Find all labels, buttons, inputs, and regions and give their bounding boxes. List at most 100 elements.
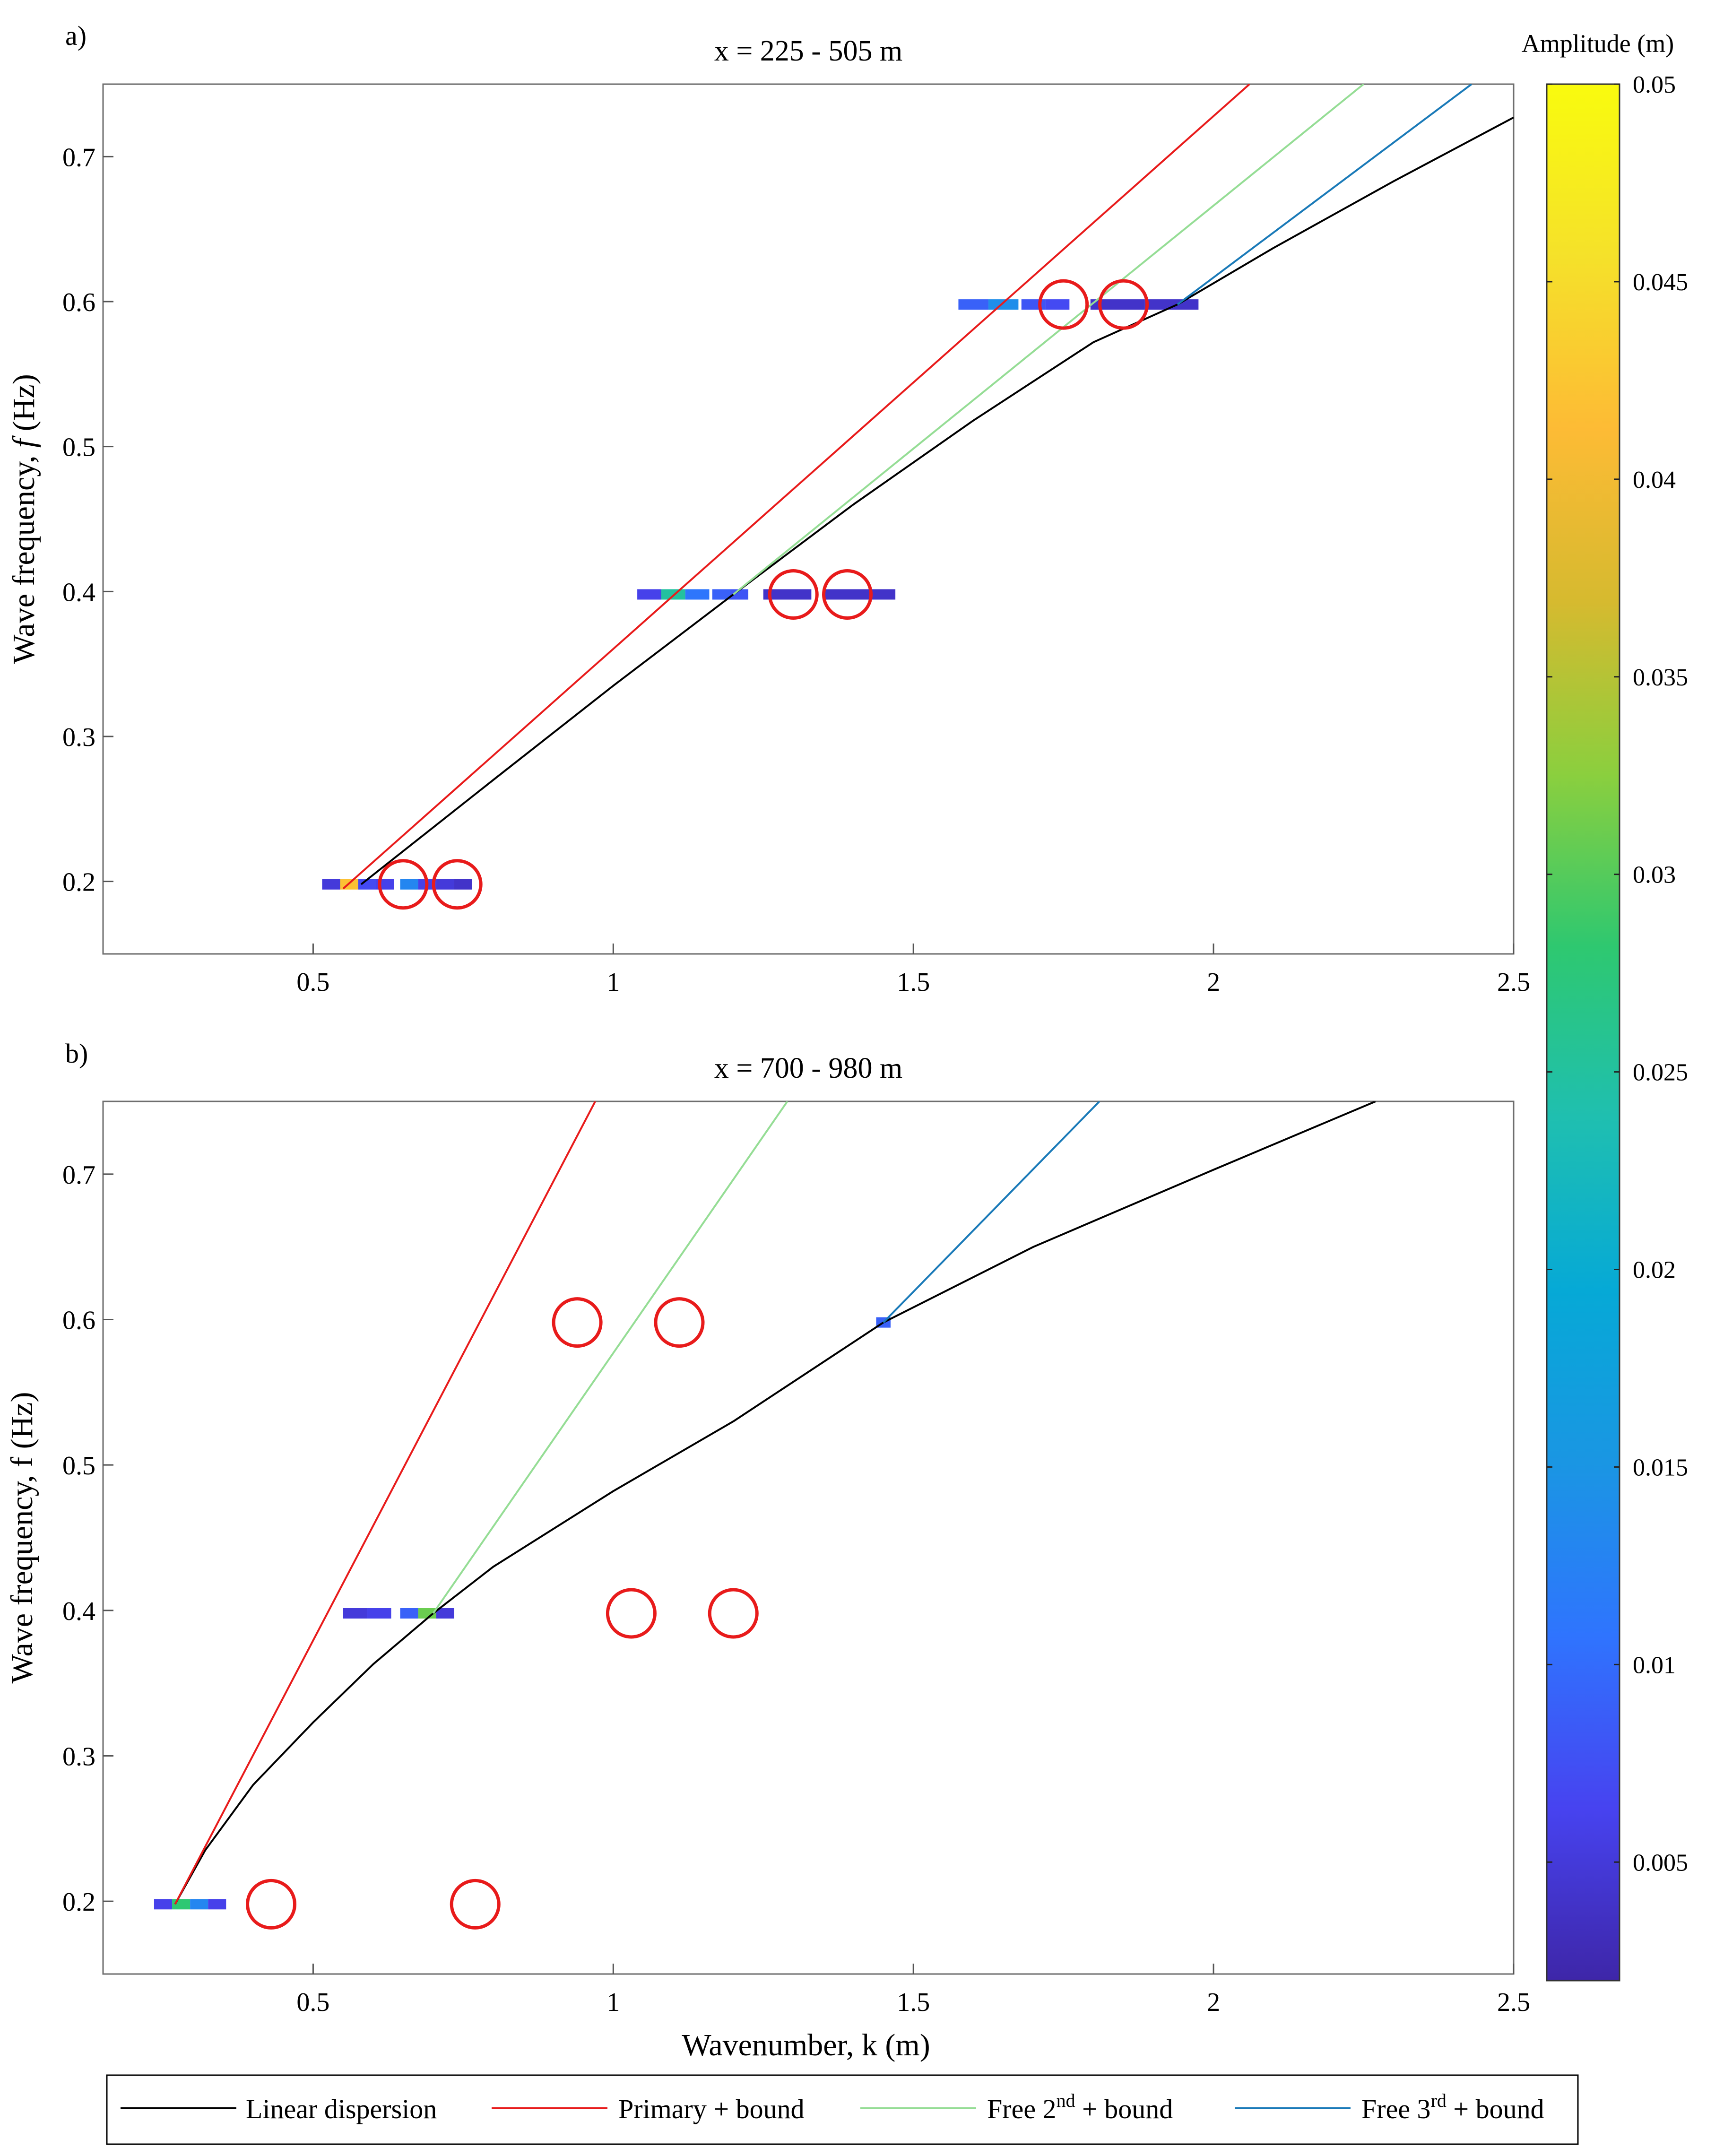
series-line [883, 1101, 1100, 1324]
colorbar-gradient [1546, 83, 1620, 1982]
colorbar-tick-label: 0.03 [1633, 862, 1676, 889]
x-tick-label: 2.5 [1497, 968, 1530, 997]
x-tick-label: 1.5 [897, 968, 930, 997]
spectral-cell [823, 589, 896, 600]
dispersion-lines-b [174, 1101, 1376, 1905]
spectral-cell [454, 879, 472, 890]
x-tick-label: 2 [1207, 968, 1220, 997]
spectral-cell [322, 879, 340, 890]
spectral-cell [172, 1899, 191, 1910]
colorbar-tick-label: 0.04 [1633, 467, 1676, 494]
circle-markers-a [378, 279, 1149, 910]
x-tick-label: 1 [606, 1988, 620, 2017]
colorbar: Amplitude (m) 0.0050.010.0150.020.0250.0… [1522, 29, 1688, 1982]
spectral-cell [1021, 299, 1046, 310]
y-axis-ticks-a: 0.2 0.3 0.4 0.5 0.6 0.7 [62, 143, 113, 897]
y-tick-label: 0.3 [62, 723, 95, 752]
circle-marker [708, 1588, 759, 1639]
spectral-cell [190, 1899, 208, 1910]
spectral-cell [712, 589, 730, 600]
x-tick-label: 1 [606, 968, 620, 997]
y-tick-label: 0.3 [62, 1742, 95, 1772]
spectral-cell [154, 1899, 173, 1910]
x-tick-label: 0.5 [296, 968, 329, 997]
spectral-cell [763, 589, 812, 600]
colorbar-tick-label: 0.025 [1633, 1059, 1688, 1086]
panel-label-b: b) [65, 1038, 88, 1069]
circle-marker [432, 859, 483, 910]
spectral-cell [685, 589, 710, 600]
series-line [360, 116, 1514, 885]
x-axis-label-b: Wavenumber, k (m) [682, 2028, 930, 2062]
dispersion-lines-a [342, 84, 1514, 890]
spectral-cell [400, 1608, 418, 1619]
spectral-cell [208, 1899, 226, 1910]
chart-title-b: x = 700 - 980 m [714, 1052, 902, 1084]
circle-marker [246, 1879, 297, 1930]
series-line [342, 84, 1250, 890]
x-tick-label: 0.5 [296, 1988, 329, 2017]
x-tick-label: 2 [1207, 1988, 1220, 2017]
y-axis-label-b: Wave frequency, f (Hz) [5, 1392, 39, 1683]
colorbar-tick-label: 0.045 [1633, 269, 1688, 296]
panel-label-a: a) [65, 20, 87, 51]
y-tick-label: 0.6 [62, 1306, 95, 1335]
colorbar-tick-label: 0.035 [1633, 664, 1688, 691]
y-tick-label: 0.7 [62, 1160, 95, 1190]
circle-marker [1038, 279, 1089, 330]
circle-markers-b [246, 1297, 759, 1930]
spectral-cell [988, 299, 1019, 310]
circle-marker [378, 859, 429, 910]
spectral-bins-b [154, 1317, 891, 1910]
spectral-cell [358, 879, 376, 890]
spectral-cell [637, 589, 661, 600]
circle-marker [606, 1588, 657, 1639]
y-axis-ticks-b: 0.2 0.3 0.4 0.5 0.6 0.7 [62, 1160, 113, 1917]
circle-marker [450, 1879, 501, 1930]
spectral-cell [436, 879, 454, 890]
spectral-cell [1090, 299, 1145, 310]
colorbar-tick-label: 0.02 [1633, 1257, 1676, 1284]
y-tick-label: 0.2 [62, 1888, 95, 1917]
x-tick-label: 2.5 [1497, 1988, 1530, 2017]
series-line [174, 1101, 1376, 1905]
y-tick-label: 0.7 [62, 143, 95, 172]
x-tick-label: 1.5 [897, 1988, 930, 2017]
legend: Linear dispersion Primary + bound Free 2… [106, 2074, 1579, 2145]
spectral-cell [418, 1608, 436, 1619]
colorbar-ticks: 0.005 0.01 0.015 0.02 0.025 0.03 0.035 0.04 0.04… [1547, 71, 1688, 1876]
series-line [733, 84, 1364, 596]
circle-marker [654, 1297, 705, 1348]
colorbar-tick-label: 0.015 [1633, 1454, 1688, 1481]
colorbar-tick-label: 0.01 [1633, 1652, 1676, 1679]
plot-area-b [102, 1100, 1515, 1975]
circle-marker [1098, 279, 1149, 330]
spectral-cell [400, 879, 418, 890]
panel-a: a) x = 225 - 505 m 0.5 1 1.5 2 2.5 0.2 0.3 0.4… [7, 20, 1530, 997]
panel-b: b) x = 700 - 980 m 0.5 1 1.5 2 2.5 0.2 0.3 0.4… [5, 1038, 1530, 2062]
circle-marker [768, 569, 819, 620]
spectral-cell [1045, 299, 1070, 310]
y-tick-label: 0.4 [62, 578, 95, 607]
colorbar-label: Amplitude (m) [1522, 29, 1674, 58]
y-tick-label: 0.5 [62, 433, 95, 462]
spectral-cell [436, 1608, 454, 1619]
circle-marker [552, 1297, 603, 1348]
y-tick-label: 0.5 [62, 1451, 95, 1481]
y-tick-label: 0.6 [62, 288, 95, 317]
spectral-cell [1144, 299, 1199, 310]
legend-label-free-2nd-bound: Free 2nd + bound [987, 2090, 1173, 2124]
legend-label-linear-dispersion: Linear dispersion [246, 2094, 437, 2124]
spectral-cell [367, 1608, 391, 1619]
y-tick-label: 0.2 [62, 868, 95, 897]
y-tick-label: 0.4 [62, 1597, 95, 1626]
colorbar-tick-label: 0.05 [1633, 71, 1676, 98]
legend-label-primary-bound: Primary + bound [618, 2094, 805, 2124]
chart-title-a: x = 225 - 505 m [714, 35, 902, 67]
series-line [432, 1101, 788, 1614]
circle-marker [822, 569, 873, 620]
legend-label-free-3rd-bound: Free 3rd + bound [1361, 2090, 1544, 2124]
series-line [1177, 84, 1472, 305]
spectral-cell [343, 1608, 367, 1619]
